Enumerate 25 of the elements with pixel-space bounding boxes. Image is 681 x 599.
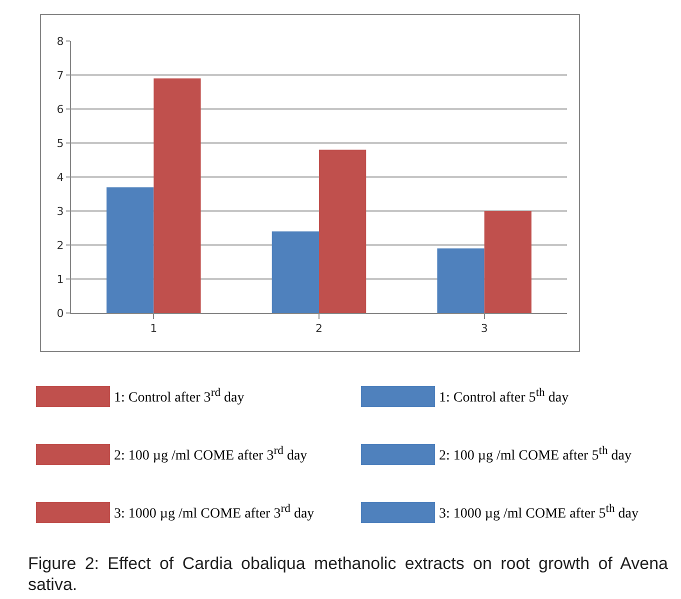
bar bbox=[319, 150, 366, 313]
y-tick-label: 4 bbox=[56, 170, 64, 184]
text: 1: Control after 5$^{th}$ day bbox=[439, 386, 569, 407]
x-tick-label: 2 bbox=[316, 322, 322, 336]
y-tick-label: 5 bbox=[56, 136, 64, 150]
y-tick-label: 3 bbox=[56, 204, 64, 218]
text: 2: 100 µg /ml COME after 3$^{rd}$ day bbox=[114, 444, 308, 465]
y-tick-label: 0 bbox=[56, 306, 64, 320]
bar bbox=[437, 248, 484, 313]
bar bbox=[154, 78, 201, 313]
bar bbox=[272, 231, 319, 313]
y-tick-label: 8 bbox=[56, 34, 64, 48]
y-tick-label: 2 bbox=[56, 238, 64, 252]
x-tick-label: 1 bbox=[150, 322, 158, 336]
text: Figure 2: Effect of Cardia obaliqua methanolic extracts on root growth of Avena sativa. bbox=[28, 553, 668, 595]
text: 3: 1000 µg /ml COME after 5$^{th}$ day bbox=[439, 502, 639, 523]
y-tick-label: 7 bbox=[56, 68, 64, 82]
bar bbox=[484, 211, 532, 313]
text: 1: Control after 3$^{rd}$ day bbox=[114, 386, 244, 407]
y-tick-label: 1 bbox=[56, 272, 64, 286]
y-tick-label: 6 bbox=[56, 102, 64, 116]
text: 2: 100 µg /ml COME after 5$^{th}$ day bbox=[439, 444, 632, 465]
x-tick-label: 3 bbox=[480, 322, 488, 336]
bar bbox=[106, 187, 154, 313]
text: 3: 1000 µg /ml COME after 3$^{rd}$ day bbox=[114, 502, 314, 523]
